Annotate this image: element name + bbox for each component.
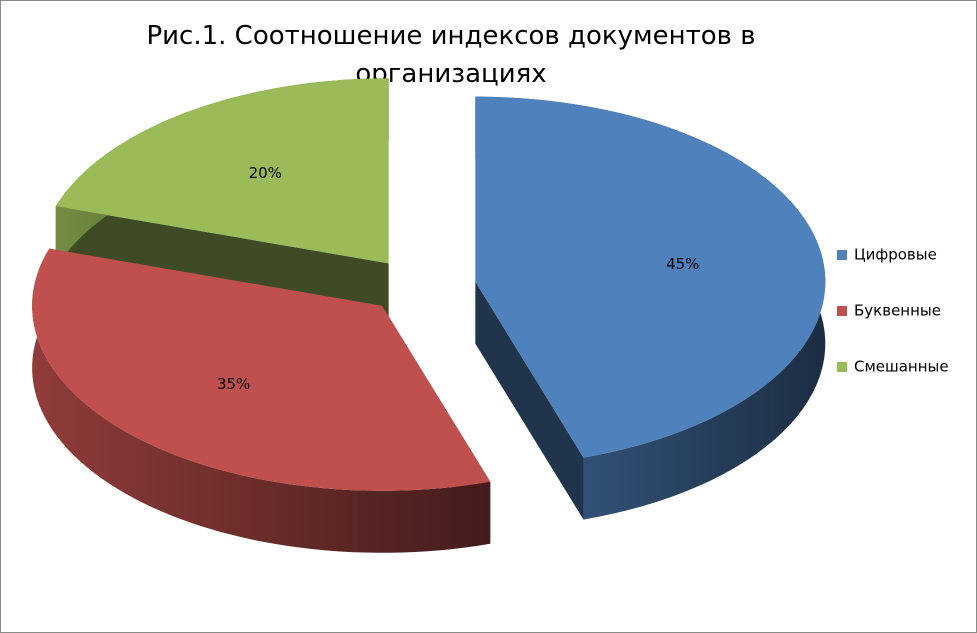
data-label: 20% [249,164,282,182]
slice-rim [32,248,491,553]
legend-swatch [837,362,847,372]
slice [55,78,389,264]
legend-label: Буквенные [854,302,941,320]
legend-swatch [837,306,847,316]
slice [475,96,826,458]
legend-swatch [837,250,847,260]
slice [32,248,491,491]
data-labels: 45% 35% 20% [217,164,699,393]
data-label: 45% [666,255,699,273]
slice-wall [475,281,584,520]
legend: Цифровые Буквенные Смешанные [837,246,949,376]
chart-title: Рис.1. Соотношение индексов документов в… [146,21,756,89]
data-label: 35% [217,375,250,393]
slice-tops [32,78,826,491]
legend-label: Цифровые [854,246,937,264]
legend-label: Смешанные [854,358,949,376]
